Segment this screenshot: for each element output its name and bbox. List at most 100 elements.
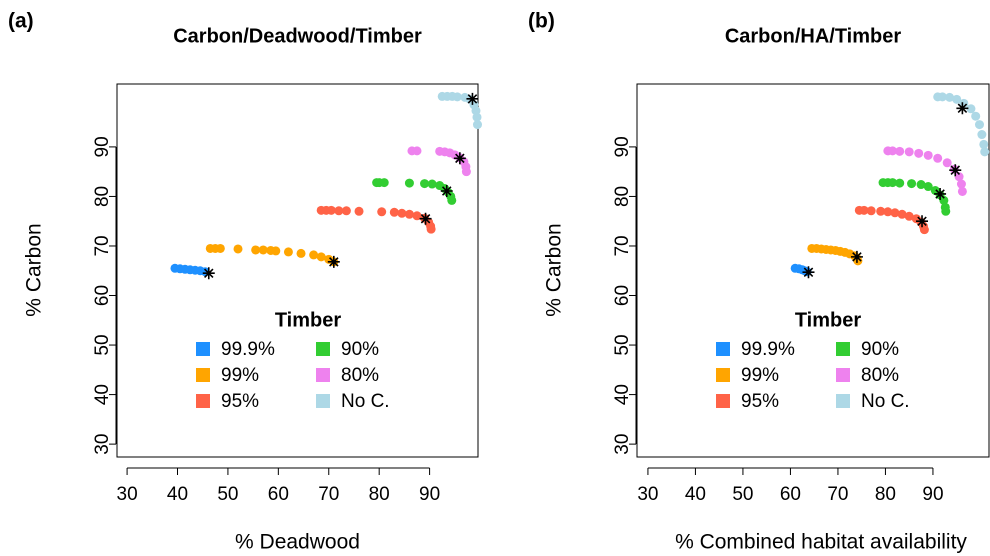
- y-tick-label: 40: [612, 384, 633, 405]
- legend-swatch: [196, 342, 210, 356]
- panel-label: (a): [8, 10, 34, 33]
- point: [472, 120, 482, 130]
- point: [919, 225, 929, 235]
- y-tick-label: 70: [92, 235, 113, 256]
- point: [316, 252, 326, 262]
- y-tick-label: 60: [612, 285, 633, 306]
- point: [461, 167, 471, 177]
- x-tick-label: 50: [732, 484, 753, 505]
- optimum-star: [440, 184, 453, 197]
- y-tick-label: 90: [92, 136, 113, 157]
- point: [916, 180, 926, 190]
- point: [412, 146, 422, 156]
- point: [251, 245, 261, 255]
- legend-title: Timber: [275, 309, 342, 331]
- point: [923, 182, 933, 192]
- point: [897, 209, 907, 219]
- panel: (a) Carbon/Deadwood/Timber 30 40 50 60 70 80 90%…: [8, 10, 482, 554]
- legend-swatch: [196, 368, 210, 382]
- x-axis-label: % Combined habitat availability: [675, 531, 967, 554]
- legend-label: 90%: [861, 339, 899, 360]
- point: [420, 179, 430, 189]
- point: [341, 206, 351, 216]
- legend-swatch: [836, 342, 850, 356]
- y-tick-label: 50: [612, 334, 633, 355]
- plot-frame: [636, 83, 990, 458]
- legend-swatch: [716, 394, 730, 408]
- point: [404, 209, 414, 219]
- panel-label: (b): [528, 10, 555, 33]
- point: [895, 178, 905, 188]
- point: [888, 146, 898, 156]
- point: [942, 158, 952, 168]
- legend-swatch: [316, 368, 330, 382]
- point: [215, 243, 225, 253]
- y-tick-label: 60: [92, 285, 113, 306]
- point: [933, 153, 943, 163]
- point: [452, 92, 462, 102]
- x-tick-label: 60: [780, 484, 801, 505]
- y-axis-label: % Carbon: [543, 223, 566, 316]
- y-tick-label: 90: [612, 136, 633, 157]
- legend-label: 99.9%: [741, 339, 795, 360]
- legend-label: 90%: [341, 339, 379, 360]
- point: [404, 178, 414, 188]
- point: [426, 224, 436, 234]
- point: [354, 206, 364, 216]
- point: [937, 92, 947, 102]
- point: [876, 206, 886, 216]
- x-tick-label: 60: [268, 484, 289, 505]
- legend-label: 80%: [341, 365, 379, 386]
- point: [979, 139, 989, 149]
- point: [233, 244, 243, 254]
- point: [956, 179, 966, 189]
- point: [907, 179, 917, 189]
- point: [296, 248, 306, 258]
- x-tick-label: 30: [637, 484, 658, 505]
- legend-swatch: [196, 394, 210, 408]
- point: [923, 150, 933, 160]
- x-tick-label: 30: [117, 484, 138, 505]
- point: [283, 247, 293, 257]
- x-tick-label: 90: [922, 484, 943, 505]
- legend-swatch: [316, 342, 330, 356]
- point: [377, 207, 387, 217]
- legend-label: 99.9%: [221, 339, 275, 360]
- y-tick-label: 40: [92, 384, 113, 405]
- point: [977, 130, 987, 140]
- y-tick-label: 30: [92, 434, 113, 455]
- legend-label: 95%: [741, 391, 779, 412]
- point: [472, 112, 482, 122]
- chart-title: Carbon/HA/Timber: [725, 25, 902, 47]
- optimum-star: [916, 215, 929, 228]
- point: [941, 206, 951, 216]
- legend-title: Timber: [795, 309, 862, 331]
- optimum-star: [453, 152, 466, 165]
- point: [952, 94, 962, 104]
- legend-swatch: [836, 368, 850, 382]
- point: [971, 111, 981, 121]
- point: [866, 206, 876, 216]
- point: [412, 211, 422, 221]
- legend-swatch: [836, 394, 850, 408]
- y-tick-label: 80: [92, 186, 113, 207]
- x-axis-label: % Deadwood: [235, 531, 360, 554]
- point: [271, 246, 281, 256]
- point: [326, 205, 336, 215]
- optimum-star: [934, 187, 947, 200]
- optimum-star: [956, 102, 969, 115]
- point: [974, 120, 984, 130]
- x-tick-label: 80: [875, 484, 896, 505]
- x-tick-label: 70: [827, 484, 848, 505]
- y-tick-label: 80: [612, 186, 633, 207]
- legend-label: 80%: [861, 365, 899, 386]
- legend-swatch: [716, 368, 730, 382]
- point: [945, 92, 955, 102]
- point: [309, 250, 319, 260]
- x-tick-label: 40: [167, 484, 188, 505]
- legend-label: 99%: [741, 365, 779, 386]
- point: [389, 207, 399, 217]
- y-axis-label: % Carbon: [23, 223, 46, 316]
